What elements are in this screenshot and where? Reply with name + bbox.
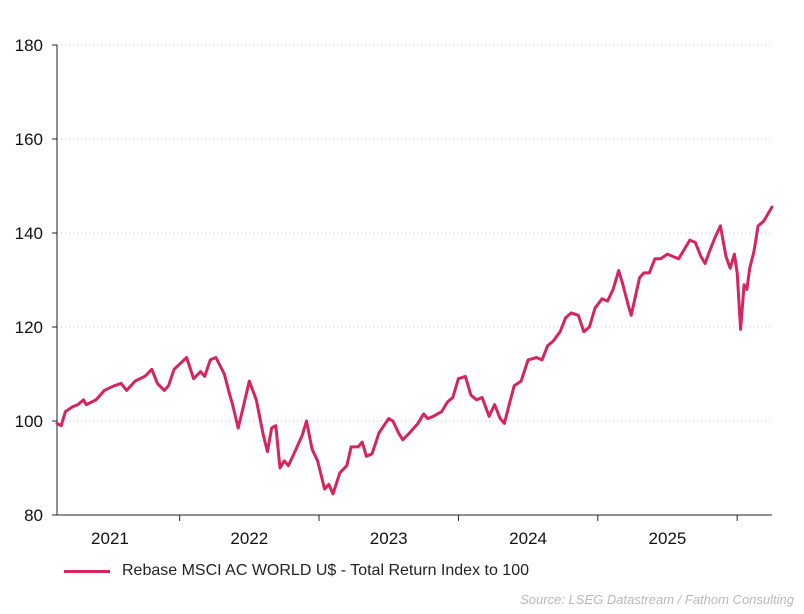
x-tick-label-2022: 2022 bbox=[230, 529, 268, 548]
x-tick-label-2023: 2023 bbox=[370, 529, 408, 548]
y-tick-label-140: 140 bbox=[15, 224, 43, 243]
x-tick-label-2025: 2025 bbox=[649, 529, 687, 548]
y-tick-label-80: 80 bbox=[24, 506, 43, 525]
series-line-0 bbox=[55, 205, 774, 496]
y-tick-label-180: 180 bbox=[15, 36, 43, 55]
source-note: Source: LSEG Datastream / Fathom Consult… bbox=[520, 592, 794, 607]
series-layer bbox=[55, 205, 774, 496]
gridlines bbox=[57, 44, 772, 422]
y-tick-label-120: 120 bbox=[15, 318, 43, 337]
legend: Rebase MSCI AC WORLD U$ - Total Return I… bbox=[64, 562, 529, 580]
x-axis-ticks: 2021 2022 2023 2024 2025 bbox=[91, 515, 738, 548]
x-tick-label-2024: 2024 bbox=[509, 529, 547, 548]
y-axis-ticks: 80 100 120 140 160 180 bbox=[15, 36, 57, 525]
legend-label: Rebase MSCI AC WORLD U$ - Total Return I… bbox=[122, 562, 529, 579]
y-tick-label-100: 100 bbox=[15, 412, 43, 431]
legend-swatch-icon bbox=[64, 569, 110, 573]
axes bbox=[56, 45, 772, 516]
x-tick-label-2021: 2021 bbox=[91, 529, 129, 548]
y-tick-label-160: 160 bbox=[15, 130, 43, 149]
